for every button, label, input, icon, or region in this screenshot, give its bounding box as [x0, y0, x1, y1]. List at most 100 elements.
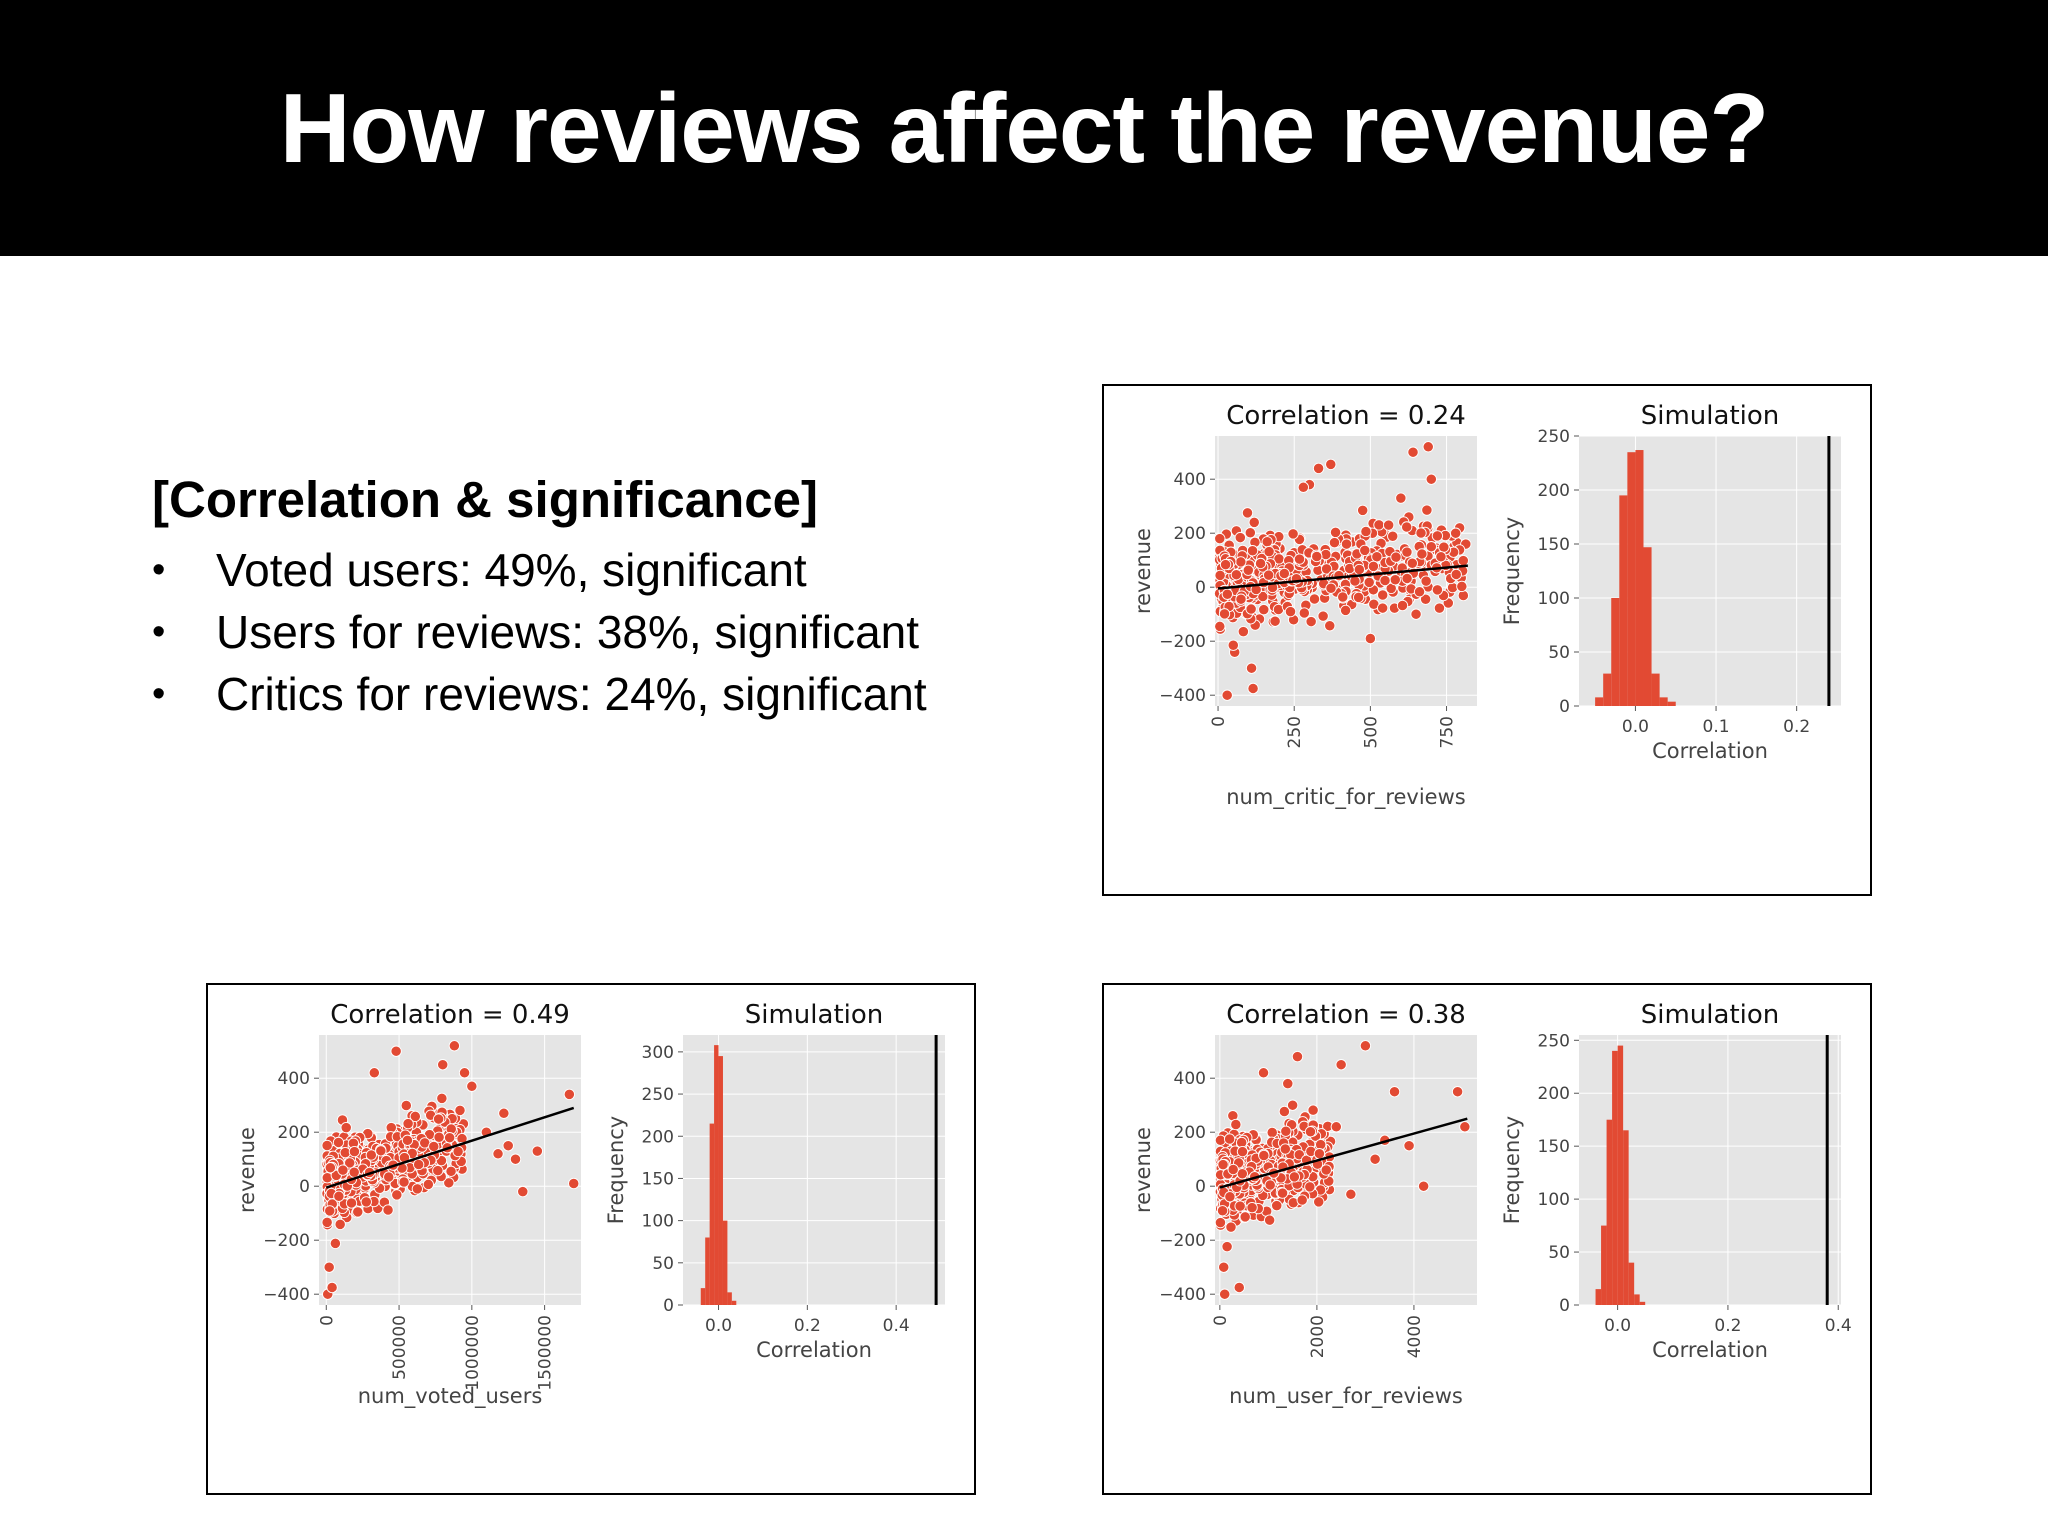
scatter-point	[1258, 603, 1270, 616]
scatter-point	[1390, 551, 1402, 563]
tick-label-x: 1000000	[463, 1315, 483, 1391]
scatter-point	[1435, 551, 1447, 563]
scatter-point	[1387, 530, 1399, 542]
scatter-point	[1339, 604, 1352, 617]
scatter-point	[1431, 584, 1444, 596]
scatter-point	[1329, 526, 1342, 538]
scatter-point	[1257, 1067, 1270, 1079]
tick-label-x: 500000	[390, 1315, 410, 1380]
scatter-point	[383, 1171, 395, 1183]
y-axis-label: revenue	[1131, 1127, 1155, 1213]
tick-label-y: −200	[1159, 632, 1206, 652]
scatter-point	[1320, 563, 1333, 575]
scatter-point	[1330, 1121, 1342, 1133]
scatter-point	[1278, 1105, 1291, 1118]
scatter-point	[348, 1166, 360, 1178]
histogram-bar	[1603, 673, 1612, 706]
scatter-point	[422, 1178, 435, 1191]
scatter-point	[1337, 591, 1349, 603]
histogram-title: Simulation	[745, 1000, 884, 1030]
bullet-text: Users for reviews: 38%, significant	[216, 606, 920, 658]
scatter-point	[1401, 521, 1413, 533]
slide-title: How reviews affect the revenue?	[279, 72, 1770, 183]
tick-label-y: 250	[1538, 427, 1570, 447]
bullet-glyph: •	[152, 672, 166, 715]
histogram-bar	[1627, 452, 1636, 706]
scatter-point	[329, 1237, 342, 1250]
scatter-point	[337, 1164, 349, 1176]
scatter-point	[1446, 582, 1459, 594]
tick-label-y: 400	[278, 1069, 310, 1089]
bullet-glyph: •	[152, 610, 166, 653]
tick-label-y: 0	[1195, 1177, 1206, 1197]
bullet-item: • Critics for reviews: 24%, significant	[152, 663, 1012, 725]
scatter-point	[432, 1164, 444, 1177]
scatter-point	[1395, 492, 1407, 504]
tick-label-y: 0	[299, 1177, 310, 1197]
scatter-point	[1246, 545, 1259, 557]
histogram-bar	[722, 1220, 728, 1305]
tick-label-y: 150	[1538, 535, 1570, 555]
scatter-point	[368, 1067, 380, 1079]
scatter-point	[1364, 632, 1377, 645]
tick-label-x: 500	[1361, 716, 1381, 748]
scatter-point	[1291, 1050, 1304, 1063]
scatter-point	[401, 1134, 414, 1146]
scatter-point	[1410, 608, 1422, 620]
tick-label-y: 0	[1559, 1296, 1570, 1316]
scatter-point	[1425, 473, 1437, 485]
tick-label-y: 0	[1195, 578, 1206, 598]
scatter-point	[1312, 462, 1325, 475]
scatter-point	[1221, 588, 1233, 600]
tick-label-y: 250	[642, 1085, 674, 1105]
scatter-point	[1313, 1196, 1325, 1208]
tick-label-x: 0	[1211, 1315, 1231, 1326]
histogram-bar	[718, 1056, 723, 1305]
scatter-point	[1214, 532, 1226, 545]
y-axis-label: Frequency	[1500, 1116, 1524, 1225]
scatter-point	[1219, 558, 1232, 571]
x-axis-label: Correlation	[1652, 1338, 1768, 1362]
tick-label-y: 0	[1559, 697, 1570, 717]
scatter-point	[409, 1110, 421, 1123]
scatter-point	[1373, 519, 1385, 531]
scatter-point	[1359, 1040, 1372, 1052]
scatter-point	[411, 1183, 424, 1195]
tick-label-y: 400	[1174, 1069, 1206, 1089]
scatter-point	[454, 1104, 466, 1117]
scatter-point	[1233, 1281, 1245, 1294]
scatter-point	[1450, 568, 1462, 581]
scatter-point	[1420, 575, 1432, 587]
scatter-title: Correlation = 0.49	[330, 1000, 570, 1030]
histogram-bar	[1595, 1289, 1602, 1305]
bullet-list: [Correlation & significance] • Voted use…	[152, 470, 1012, 725]
scatter-point	[1377, 602, 1389, 614]
scatter-point	[402, 1117, 414, 1130]
histogram-title: Simulation	[1641, 1000, 1780, 1030]
histogram-plot: 0 50 100 150 200 250 300 0.0 0.2 0.4 Simulation Cor…	[604, 1000, 945, 1362]
scatter-point	[1389, 574, 1401, 586]
scatter-point	[1271, 1199, 1283, 1212]
scatter-point	[1214, 569, 1226, 582]
regression-line	[1219, 1117, 1468, 1189]
scatter-point	[1328, 537, 1341, 549]
tick-label-y: 250	[1538, 1031, 1570, 1051]
scatter-point	[448, 1040, 461, 1052]
tick-label-x: 0.4	[1825, 1316, 1852, 1336]
scatter-point	[1371, 551, 1383, 563]
tick-label-y: 200	[278, 1123, 310, 1143]
scatter-point	[1264, 1179, 1276, 1191]
scatter-point	[1236, 1168, 1248, 1180]
tick-label-x: 250	[1285, 716, 1305, 748]
bullet-item: • Users for reviews: 38%, significant	[152, 601, 1012, 663]
scatter-point	[1320, 548, 1332, 561]
scatter-point	[413, 1158, 425, 1171]
scatter-point	[348, 1145, 361, 1158]
scatter-point	[1416, 548, 1428, 560]
scatter-point	[1379, 574, 1391, 587]
y-axis-label: revenue	[235, 1127, 259, 1213]
tick-label-y: 200	[1174, 1123, 1206, 1143]
scatter-point	[1239, 1211, 1251, 1223]
